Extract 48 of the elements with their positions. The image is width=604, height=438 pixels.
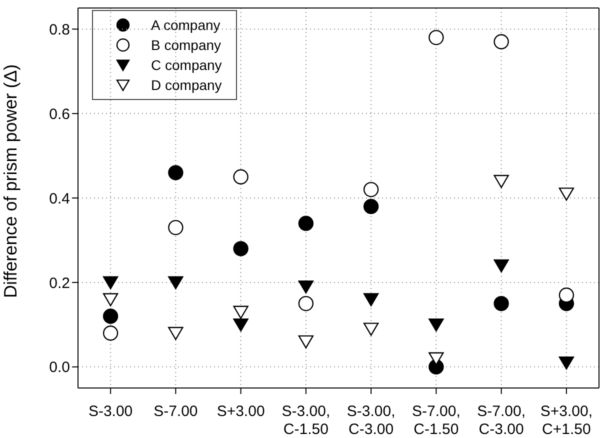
point [558, 188, 574, 201]
y-tick-label: 0.4 [49, 190, 70, 208]
point [363, 182, 379, 198]
point [102, 326, 118, 341]
point [494, 34, 509, 50]
point [428, 30, 444, 46]
legend-label: C company [151, 57, 222, 73]
point [102, 276, 118, 290]
point [298, 335, 314, 348]
y-tick-label: 0.6 [49, 106, 70, 123]
y-tick-label: 0.2 [49, 274, 70, 292]
x-tick-label: S-7.00, C-3.00 [477, 403, 526, 438]
point [428, 352, 444, 366]
y-tick-label: 0.8 [49, 21, 70, 38]
point [494, 174, 509, 188]
x-tick-label: S+3.00, C+1.50 [540, 403, 593, 438]
point [102, 308, 118, 324]
point [168, 326, 184, 340]
x-tick-label: S-7.00 [154, 403, 198, 420]
point [233, 306, 248, 319]
x-tick-label: S-7.00, C-1.50 [412, 403, 460, 438]
y-axis-title: Difference of prism power (Δ) [0, 64, 20, 298]
x-tick-label: S+3.00 [216, 403, 265, 420]
point [298, 280, 314, 294]
legend-label: A company [151, 17, 220, 33]
point [168, 165, 184, 180]
x-tick-label: S-3.00, C-1.50 [282, 403, 330, 438]
point [102, 293, 118, 306]
point [558, 356, 574, 370]
legend-label: D company [151, 77, 222, 93]
point [428, 318, 444, 332]
point [298, 216, 314, 231]
point [363, 293, 379, 306]
point [233, 318, 248, 332]
point [298, 296, 314, 312]
point [363, 322, 379, 336]
y-tick-label: 0.0 [49, 359, 70, 376]
point [168, 220, 184, 236]
point [558, 288, 574, 303]
point [168, 276, 184, 290]
legend-label: B company [151, 37, 222, 53]
point [494, 296, 509, 312]
x-tick-label: S-3.00, C-3.00 [346, 403, 396, 438]
point [494, 259, 509, 272]
point [233, 169, 248, 184]
point [363, 198, 379, 214]
point [233, 241, 248, 256]
x-tick-label: S-3.00 [88, 403, 133, 420]
